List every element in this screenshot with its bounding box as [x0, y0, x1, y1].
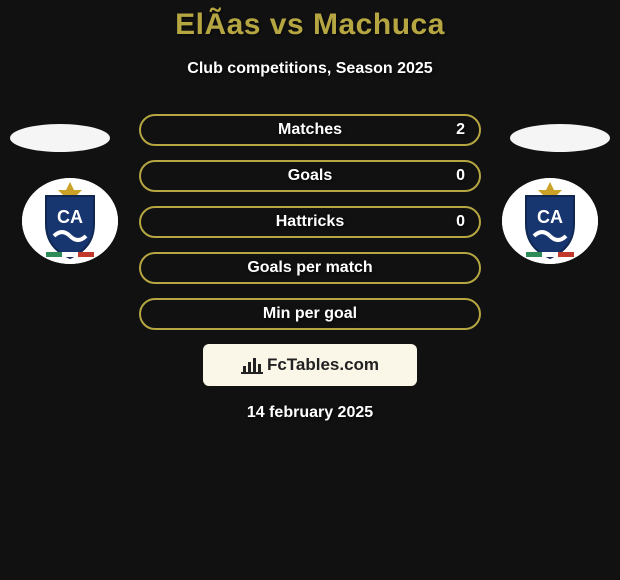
stat-label: Goals per match [247, 259, 372, 277]
club-crest-right: CA [502, 178, 598, 264]
player-left-avatar-placeholder [10, 124, 110, 152]
stat-label: Goals [288, 167, 332, 185]
stat-right-value: 0 [456, 213, 465, 231]
stat-right-value: 0 [456, 167, 465, 185]
stat-row-min-per-goal: Min per goal [139, 298, 481, 330]
svg-text:CA: CA [537, 207, 563, 227]
brand-badge[interactable]: FcTables.com [203, 344, 417, 386]
club-crest-left: CA [22, 178, 118, 264]
svg-text:CA: CA [57, 207, 83, 227]
stat-label: Min per goal [263, 305, 357, 323]
page-title: ElÃ­as vs Machuca [0, 8, 620, 42]
bar-chart-icon [241, 356, 263, 374]
stat-right-value: 2 [456, 121, 465, 139]
player-right-avatar-placeholder [510, 124, 610, 152]
page-subtitle: Club competitions, Season 2025 [0, 60, 620, 78]
stat-label: Matches [278, 121, 342, 139]
stat-row-goals: Goals 0 [139, 160, 481, 192]
brand-name: FcTables.com [267, 355, 379, 375]
stat-row-goals-per-match: Goals per match [139, 252, 481, 284]
comparison-date: 14 february 2025 [0, 404, 620, 422]
stat-row-hattricks: Hattricks 0 [139, 206, 481, 238]
stat-label: Hattricks [276, 213, 344, 231]
stat-row-matches: Matches 2 [139, 114, 481, 146]
